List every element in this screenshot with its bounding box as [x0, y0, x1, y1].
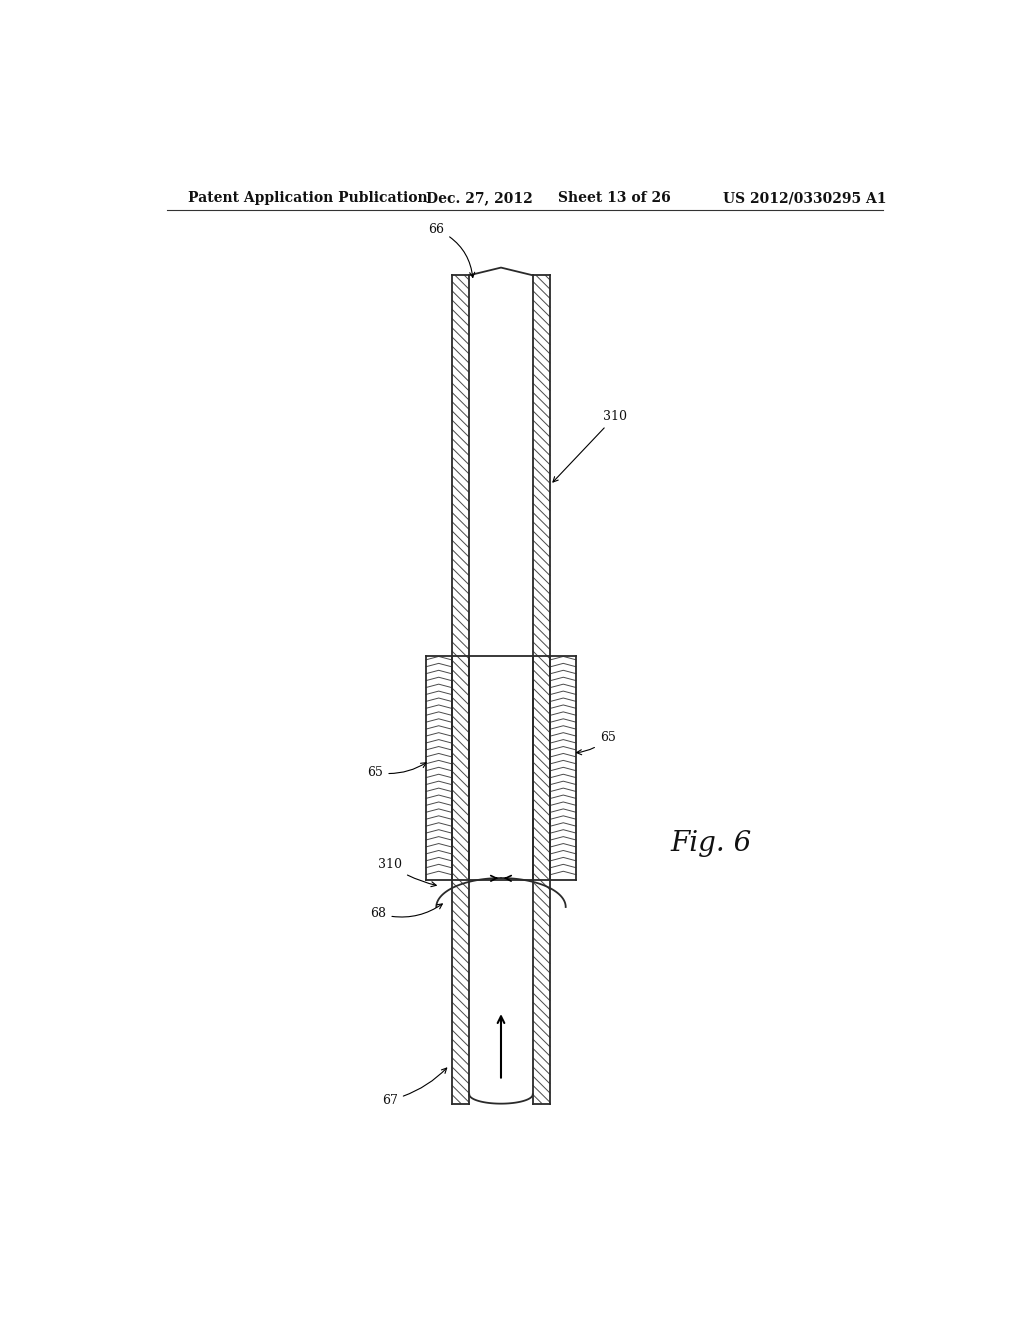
- Text: 65: 65: [368, 763, 426, 779]
- Text: 67: 67: [382, 1068, 446, 1106]
- Text: 68: 68: [371, 904, 442, 920]
- Text: Patent Application Publication: Patent Application Publication: [188, 191, 428, 206]
- Text: 310: 310: [378, 858, 436, 887]
- Text: US 2012/0330295 A1: US 2012/0330295 A1: [723, 191, 887, 206]
- Text: Sheet 13 of 26: Sheet 13 of 26: [558, 191, 671, 206]
- Text: 310: 310: [553, 411, 627, 482]
- Text: 65: 65: [577, 731, 615, 755]
- Text: Dec. 27, 2012: Dec. 27, 2012: [426, 191, 534, 206]
- Text: 66: 66: [428, 223, 475, 277]
- Text: Fig. 6: Fig. 6: [671, 830, 752, 858]
